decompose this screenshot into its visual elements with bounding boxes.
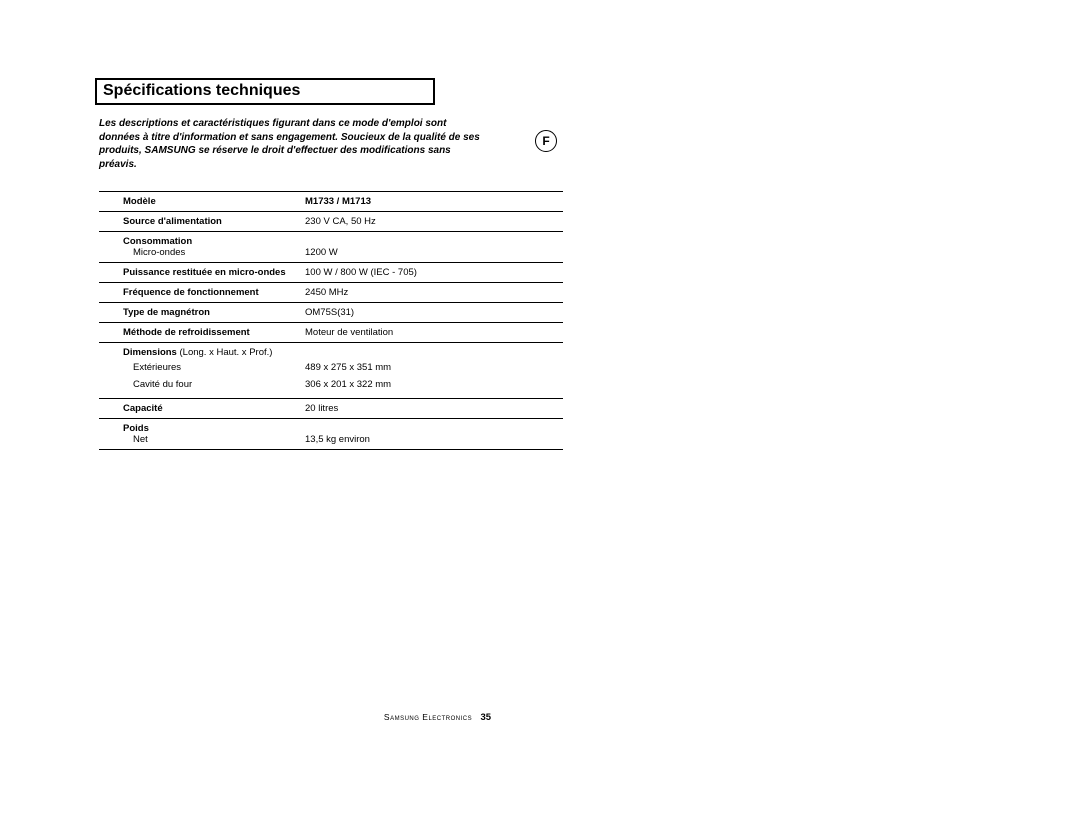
footer-brand: Samsung Electronics: [384, 712, 472, 722]
specifications-table: Modèle M1733 / M1713 Source d'alimentati…: [99, 191, 563, 450]
row-label: Poids Net: [99, 419, 303, 450]
table-row: Consommation Micro-ondes 1200 W: [99, 232, 563, 263]
table-row: Poids Net 13,5 kg environ: [99, 419, 563, 450]
table-row: Méthode de refroidissement Moteur de ven…: [99, 323, 563, 343]
row-label: Dimensions (Long. x Haut. x Prof.) Extér…: [99, 343, 303, 399]
table-row: Dimensions (Long. x Haut. x Prof.) Extér…: [99, 343, 563, 399]
table-row: Source d'alimentation 230 V CA, 50 Hz: [99, 212, 563, 232]
section-title: Spécifications techniques: [103, 82, 300, 99]
row-label: Fréquence de fonctionnement: [99, 283, 303, 303]
row-label: Puissance restituée en micro-ondes: [99, 263, 303, 283]
row-label: Capacité: [99, 399, 303, 419]
table-row: Fréquence de fonctionnement 2450 MHz: [99, 283, 563, 303]
page-number: 35: [481, 712, 492, 723]
row-value: 489 x 275 x 351 mm 306 x 201 x 322 mm: [303, 343, 563, 399]
row-value: 100 W / 800 W (IEC - 705): [303, 263, 563, 283]
row-label: Source d'alimentation: [99, 212, 303, 232]
row-label: Consommation Micro-ondes: [99, 232, 303, 263]
row-label: Modèle: [99, 192, 303, 212]
section-title-bar: Spécifications techniques: [95, 78, 435, 105]
row-value: Moteur de ventilation: [303, 323, 563, 343]
page-content: Spécifications techniques Les descriptio…: [95, 78, 570, 450]
table-row: Type de magnétron OM75S(31): [99, 303, 563, 323]
row-value: M1733 / M1713: [303, 192, 563, 212]
row-value: 20 litres: [303, 399, 563, 419]
row-value: 1200 W: [303, 232, 563, 263]
language-marker: F: [535, 130, 557, 152]
row-value: OM75S(31): [303, 303, 563, 323]
page-footer: Samsung Electronics 35: [0, 712, 875, 723]
row-value: 2450 MHz: [303, 283, 563, 303]
table-row: Modèle M1733 / M1713: [99, 192, 563, 212]
table-row: Puissance restituée en micro-ondes 100 W…: [99, 263, 563, 283]
row-value: 230 V CA, 50 Hz: [303, 212, 563, 232]
row-label: Type de magnétron: [99, 303, 303, 323]
row-label: Méthode de refroidissement: [99, 323, 303, 343]
row-value: 13,5 kg environ: [303, 419, 563, 450]
disclaimer-text: Les descriptions et caractéristiques fig…: [99, 117, 489, 171]
table-row: Capacité 20 litres: [99, 399, 563, 419]
